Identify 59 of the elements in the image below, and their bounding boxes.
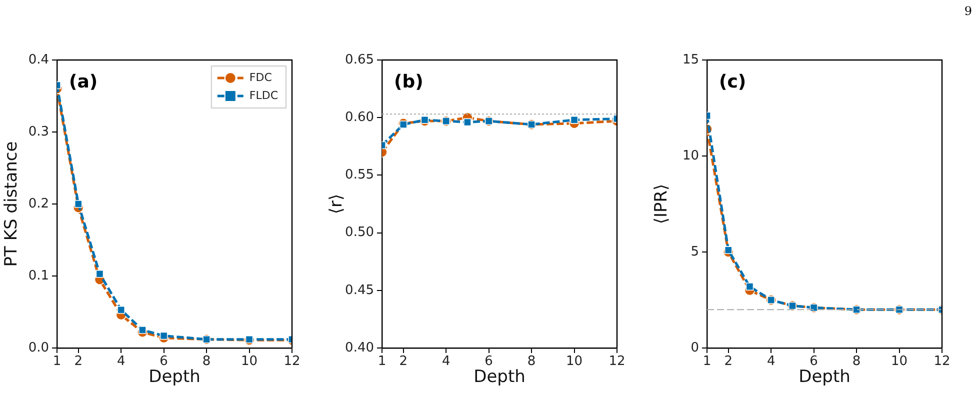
x-tick-label: 12 (284, 354, 300, 370)
x-tick-label: 1 (52, 354, 62, 370)
point (724, 246, 732, 254)
x-tick-label: 6 (484, 354, 493, 370)
annotation: (b) (394, 72, 424, 93)
point (160, 332, 168, 340)
x-tick-label: 8 (202, 354, 211, 370)
y-axis-title: ⟨IPR⟩ (652, 184, 672, 224)
x-tick-label: 1 (378, 354, 386, 370)
x-tick-label: 4 (442, 354, 450, 370)
point (464, 118, 472, 126)
y-tick-label: 10 (682, 148, 699, 164)
x-axis-title: Depth (148, 367, 200, 388)
point (570, 116, 578, 124)
x-tick-label: 2 (724, 354, 733, 370)
y-tick-label: 0 (690, 340, 699, 356)
point (96, 270, 104, 278)
x-tick-label: 12 (608, 354, 626, 370)
point (138, 326, 146, 334)
legend-label: FLDC (249, 88, 278, 102)
y-tick-label: 0.2 (28, 196, 49, 212)
y-axis-title: PT KS distance (2, 141, 22, 267)
x-tick-label: 4 (116, 354, 126, 370)
x-axis-title: Depth (798, 367, 850, 388)
legend-label: FDC (249, 70, 272, 84)
x-tick-label: 1 (702, 354, 712, 370)
text: 9 (964, 4, 972, 18)
x-axis-title: Depth (474, 367, 526, 388)
point (117, 306, 126, 314)
x-tick-label: 8 (852, 354, 861, 370)
x-tick-label: 8 (527, 354, 536, 370)
x-tick-label: 12 (934, 354, 950, 370)
y-tick-label: 0.65 (345, 52, 374, 68)
y-tick-label: 0.55 (345, 168, 374, 183)
annotation: (c) (719, 72, 746, 93)
point (420, 116, 429, 124)
y-tick-label: 0.1 (28, 268, 49, 284)
y-tick-label: 0.50 (345, 225, 374, 240)
x-tick-label: 6 (160, 354, 168, 370)
x-tick-label: 4 (766, 354, 776, 370)
x-tick-label: 10 (566, 354, 583, 370)
y-tick-label: 0.60 (345, 110, 374, 125)
y-tick-label: 0.40 (345, 340, 374, 356)
y-tick-label: 15 (682, 52, 699, 68)
y-tick-label: 5 (690, 244, 699, 260)
y-tick-label: 0.0 (28, 340, 49, 356)
x-tick-label: 2 (399, 354, 408, 370)
x-tick-label: 10 (891, 354, 908, 370)
x-tick-label: 10 (241, 354, 258, 370)
point (746, 282, 754, 290)
y-tick-label: 0.3 (28, 124, 49, 140)
point (399, 120, 408, 128)
y-tick-label: 0.4 (28, 52, 49, 68)
x-tick-label: 6 (810, 354, 818, 370)
point (74, 200, 82, 208)
y-tick-label: 0.45 (345, 282, 374, 298)
annotation: (a) (69, 72, 98, 93)
y-axis-title: ⟨r⟩ (326, 194, 347, 214)
x-tick-label: 2 (74, 354, 83, 370)
